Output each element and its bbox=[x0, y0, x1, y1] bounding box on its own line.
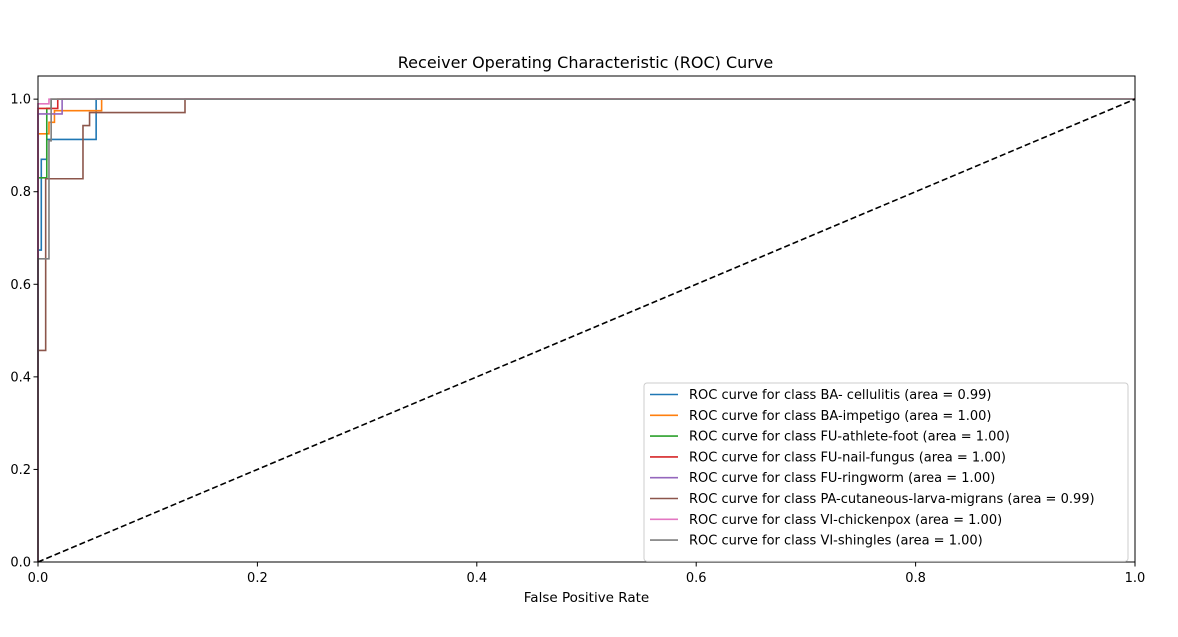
legend-entry-5: ROC curve for class PA-cutaneous-larva-m… bbox=[689, 492, 1095, 507]
legend: ROC curve for class BA- cellulitis (area… bbox=[643, 382, 1129, 562]
x-axis: 0.0 0.2 0.4 0.6 0.8 1.0 bbox=[28, 562, 1146, 586]
y-axis: 0.0 0.2 0.4 0.6 0.8 1.0 bbox=[10, 93, 38, 571]
legend-entry-1: ROC curve for class BA-impetigo (area = … bbox=[689, 409, 991, 424]
roc-series-1 bbox=[37, 98, 1135, 562]
y-tick-label: 0.2 bbox=[10, 463, 31, 478]
legend-entry-4: ROC curve for class FU-ringworm (area = … bbox=[689, 471, 995, 486]
y-tick-label: 0.4 bbox=[10, 370, 31, 385]
legend-entry-6: ROC curve for class VI-chickenpox (area … bbox=[689, 513, 1002, 528]
legend-entry-7: ROC curve for class VI-shingles (area = … bbox=[689, 534, 983, 549]
y-tick-label: 0.6 bbox=[10, 278, 31, 293]
x-axis-label: False Positive Rate bbox=[524, 590, 649, 606]
x-tick-label: 0.4 bbox=[466, 571, 487, 586]
x-tick-label: 0.8 bbox=[905, 571, 926, 586]
plot-frame bbox=[37, 75, 1136, 563]
x-tick-label: 0.0 bbox=[28, 571, 49, 586]
roc-series-5 bbox=[37, 98, 1135, 562]
legend-box bbox=[643, 382, 1129, 562]
legend-entry-0: ROC curve for class BA- cellulitis (area… bbox=[689, 388, 991, 403]
x-tick-label: 1.0 bbox=[1125, 571, 1146, 586]
y-tick-label: 0.0 bbox=[10, 556, 31, 571]
legend-entry-3: ROC curve for class FU-nail-fungus (area… bbox=[689, 450, 1006, 465]
chance-reference-line bbox=[37, 98, 1136, 563]
chart-title: Receiver Operating Characteristic (ROC) … bbox=[398, 53, 773, 72]
x-tick-label: 0.6 bbox=[686, 571, 707, 586]
y-tick-label: 0.8 bbox=[10, 185, 31, 200]
x-tick-label: 0.2 bbox=[247, 571, 268, 586]
legend-entry-2: ROC curve for class FU-athlete-foot (are… bbox=[689, 430, 1010, 445]
y-tick-label: 1.0 bbox=[10, 93, 31, 108]
